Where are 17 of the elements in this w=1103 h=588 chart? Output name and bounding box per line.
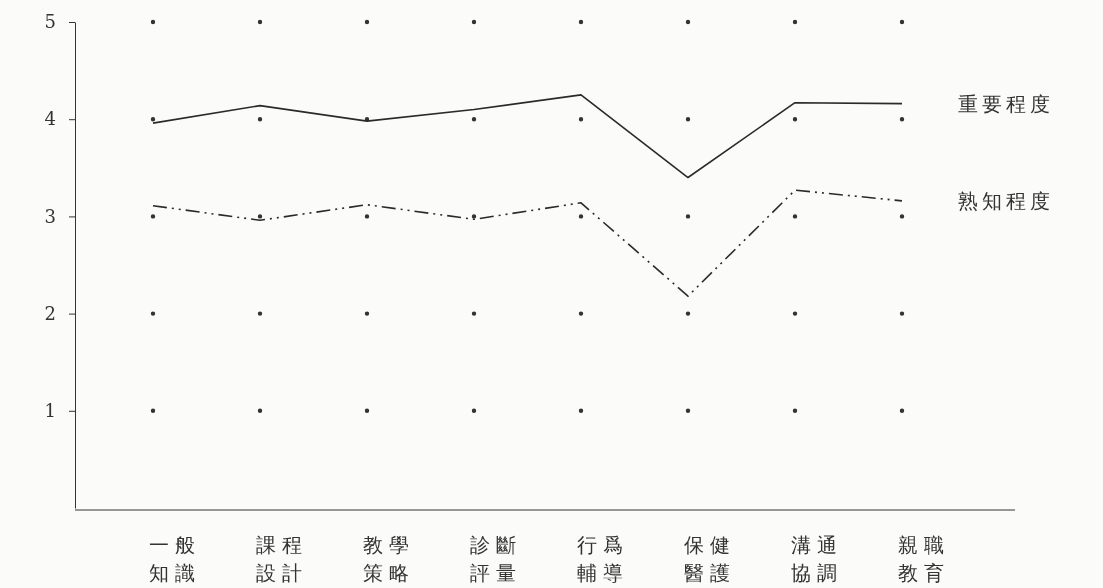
x-tick-label: 行爲輔導	[577, 533, 629, 585]
y-tick-label: 5	[44, 11, 56, 33]
y-tick-label: 3	[44, 205, 56, 227]
x-tick-label: 溝通協調	[791, 533, 843, 585]
line-series	[152, 189, 903, 297]
y-tick-label: 4	[44, 108, 56, 130]
y-tick-label: 1	[44, 400, 56, 422]
text: 重要程度	[958, 91, 1054, 116]
text: 熟知程度	[958, 188, 1054, 213]
x-tick-label: 一般知識	[149, 533, 201, 585]
y-tick-label: 2	[44, 302, 56, 324]
x-tick-label: 保健醫護	[684, 533, 736, 585]
x-tick-label: 教學策略	[363, 533, 415, 585]
x-tick-label: 課程設計	[256, 533, 308, 585]
x-tick-label: 診斷評量	[470, 533, 522, 585]
x-tick-label: 親職教育	[898, 533, 950, 585]
line-series	[152, 94, 903, 179]
